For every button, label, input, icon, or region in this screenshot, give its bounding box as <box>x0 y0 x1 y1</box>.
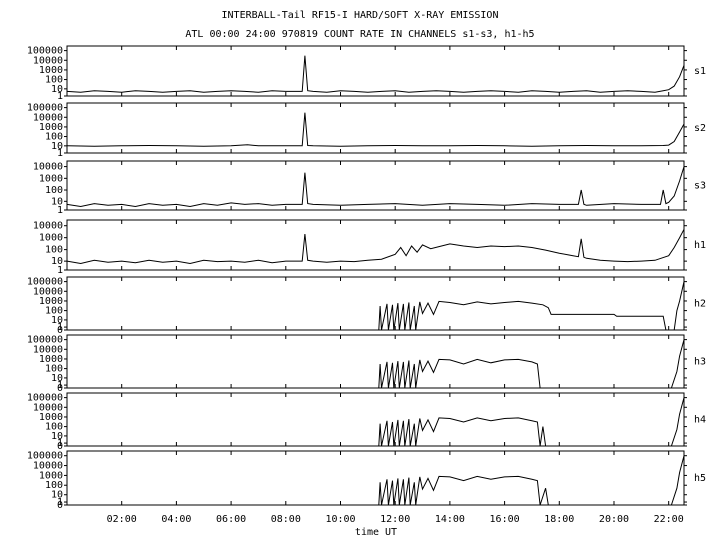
trace <box>67 397 685 447</box>
y-tick-label: 0 <box>57 500 63 511</box>
y-tick-label: 10000 <box>33 286 63 297</box>
y-tick-label: 10000 <box>33 344 63 355</box>
y-tick-label: 100000 <box>27 103 63 114</box>
y-tick-label: 0 <box>57 383 63 394</box>
panel-label: h5 <box>694 473 706 484</box>
trace <box>67 281 685 331</box>
y-tick-label: 1 <box>57 205 63 216</box>
trace <box>66 229 685 265</box>
y-tick-label: 10 <box>51 373 63 384</box>
panel-label: h1 <box>694 240 706 251</box>
y-tick-label: 100 <box>45 306 63 317</box>
panel-frame <box>66 219 685 271</box>
y-tick-label: 0 <box>57 325 63 336</box>
y-tick-label: 100 <box>45 245 63 256</box>
trace <box>66 166 685 208</box>
y-tick-label: 1000 <box>39 412 63 423</box>
x-tick-label: 18:00 <box>544 514 574 525</box>
panel-frame <box>66 45 685 97</box>
panel-label: h3 <box>694 357 706 368</box>
y-tick-label: 1 <box>57 438 63 449</box>
panel-frame <box>66 160 685 211</box>
panel-label: h2 <box>694 299 706 310</box>
trace <box>66 55 685 93</box>
y-tick-label: 10 <box>51 315 63 326</box>
x-tick-label: 22:00 <box>654 514 684 525</box>
panel-label: s1 <box>694 66 706 77</box>
y-tick-label: 10 <box>51 256 63 267</box>
y-tick-label: 10 <box>51 490 63 501</box>
x-axis-label: time UT <box>355 527 397 538</box>
y-tick-label: 100 <box>45 422 63 433</box>
y-tick-label: 10 <box>51 431 63 442</box>
y-tick-label: 10000 <box>33 402 63 413</box>
x-tick-label: 20:00 <box>599 514 629 525</box>
panel-label: s3 <box>694 181 706 192</box>
y-tick-label: 1 <box>57 265 63 276</box>
panel-label: h4 <box>694 415 706 426</box>
y-tick-label: 100000 <box>27 46 63 57</box>
y-tick-label: 100000 <box>27 451 63 462</box>
y-tick-label: 1 <box>57 322 63 333</box>
panel-label: s2 <box>694 123 706 134</box>
y-tick-label: 100000 <box>27 277 63 288</box>
y-tick-label: 10000 <box>33 221 63 232</box>
y-tick-label: 100 <box>45 75 63 86</box>
panel-frame <box>66 392 685 447</box>
y-tick-label: 10000 <box>33 55 63 66</box>
y-tick-label: 10 <box>51 141 63 152</box>
chart-title: INTERBALL-Tail RF15-I HARD/SOFT X-RAY EM… <box>222 10 499 21</box>
y-tick-label: 100000 <box>27 335 63 346</box>
panel-frame <box>66 450 685 506</box>
y-tick-label: 10 <box>51 196 63 207</box>
chart-subtitle: ATL 00:00 24:00 970819 COUNT RATE IN CHA… <box>185 29 534 40</box>
y-tick-label: 1000 <box>39 470 63 481</box>
panel-frame <box>66 276 685 331</box>
panel-frame <box>66 102 685 154</box>
y-tick-label: 1000 <box>39 354 63 365</box>
x-tick-label: 16:00 <box>490 514 520 525</box>
trace <box>66 112 685 147</box>
y-tick-label: 1 <box>57 148 63 159</box>
x-tick-label: 02:00 <box>107 514 137 525</box>
x-tick-label: 10:00 <box>325 514 355 525</box>
y-tick-label: 1000 <box>39 173 63 184</box>
y-tick-label: 100 <box>45 185 63 196</box>
y-tick-label: 1000 <box>39 296 63 307</box>
y-tick-label: 10000 <box>33 162 63 173</box>
y-tick-label: 100 <box>45 480 63 491</box>
y-tick-label: 100000 <box>27 393 63 404</box>
x-tick-label: 06:00 <box>216 514 246 525</box>
y-tick-label: 10000 <box>33 112 63 123</box>
y-tick-label: 1 <box>57 91 63 102</box>
y-tick-label: 10 <box>51 84 63 95</box>
panel-frame <box>66 334 685 389</box>
y-tick-label: 0 <box>57 441 63 452</box>
y-tick-label: 100 <box>45 364 63 375</box>
y-tick-label: 100 <box>45 132 63 143</box>
x-tick-label: 08:00 <box>271 514 301 525</box>
x-tick-label: 12:00 <box>380 514 410 525</box>
x-tick-label: 04:00 <box>161 514 191 525</box>
y-tick-label: 1000 <box>39 122 63 133</box>
y-tick-label: 1 <box>57 380 63 391</box>
trace <box>67 455 685 506</box>
y-tick-label: 10000 <box>33 461 63 472</box>
y-tick-label: 1000 <box>39 65 63 76</box>
trace <box>67 339 685 389</box>
y-tick-label: 1000 <box>39 233 63 244</box>
y-tick-label: 1 <box>57 497 63 508</box>
x-tick-label: 14:00 <box>435 514 465 525</box>
